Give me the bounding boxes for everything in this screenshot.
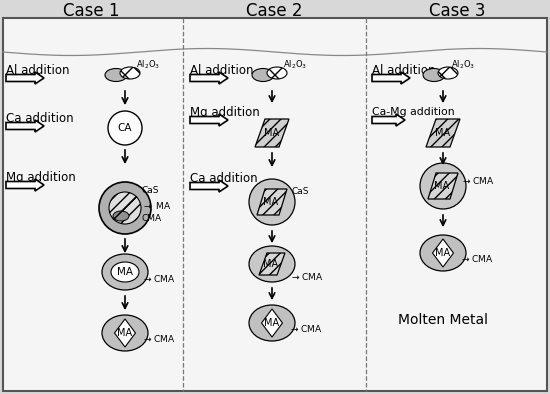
Polygon shape xyxy=(426,119,460,147)
Text: Ca addition: Ca addition xyxy=(190,171,257,184)
Text: $\rightarrow$CMA: $\rightarrow$CMA xyxy=(142,273,175,284)
Circle shape xyxy=(109,192,141,224)
Ellipse shape xyxy=(420,235,466,271)
Ellipse shape xyxy=(249,305,295,341)
Ellipse shape xyxy=(102,315,148,351)
Polygon shape xyxy=(428,173,458,199)
FancyArrow shape xyxy=(190,72,228,84)
Ellipse shape xyxy=(105,69,127,82)
Text: CaS: CaS xyxy=(292,186,310,195)
Text: Al addition: Al addition xyxy=(190,63,254,76)
Circle shape xyxy=(420,163,466,209)
Text: Al addition: Al addition xyxy=(372,63,436,76)
Text: Al$_2$O$_3$: Al$_2$O$_3$ xyxy=(136,59,160,71)
Text: Case 1: Case 1 xyxy=(63,2,119,20)
Ellipse shape xyxy=(113,211,129,221)
Text: Mg addition: Mg addition xyxy=(6,171,76,184)
Text: $\rightarrow$CMA: $\rightarrow$CMA xyxy=(289,323,322,335)
Text: Al$_2$O$_3$: Al$_2$O$_3$ xyxy=(283,59,307,71)
Circle shape xyxy=(249,179,295,225)
Ellipse shape xyxy=(249,246,295,282)
Polygon shape xyxy=(114,319,135,347)
FancyArrow shape xyxy=(6,179,44,191)
Ellipse shape xyxy=(438,67,458,79)
Ellipse shape xyxy=(120,67,140,79)
Text: MA: MA xyxy=(434,181,449,191)
Text: MA: MA xyxy=(118,328,133,338)
Text: MA: MA xyxy=(263,197,278,207)
Polygon shape xyxy=(259,253,285,275)
FancyArrow shape xyxy=(6,72,44,84)
Polygon shape xyxy=(257,189,287,215)
Polygon shape xyxy=(255,119,289,147)
Text: MA: MA xyxy=(436,128,450,138)
Ellipse shape xyxy=(102,254,148,290)
Ellipse shape xyxy=(111,262,139,282)
FancyArrow shape xyxy=(372,72,410,84)
Ellipse shape xyxy=(252,69,274,82)
Text: Mg addition: Mg addition xyxy=(190,106,260,119)
Circle shape xyxy=(108,111,142,145)
Text: MA: MA xyxy=(117,267,133,277)
Text: $\rightarrow$ MA: $\rightarrow$ MA xyxy=(142,199,172,210)
Text: Case 2: Case 2 xyxy=(246,2,302,20)
FancyArrow shape xyxy=(190,180,228,192)
Polygon shape xyxy=(261,309,283,337)
Text: Molten Metal: Molten Metal xyxy=(398,313,488,327)
Polygon shape xyxy=(432,239,454,267)
FancyArrow shape xyxy=(372,114,405,126)
Text: Ca addition: Ca addition xyxy=(6,112,74,125)
Text: $\rightarrow$CMA: $\rightarrow$CMA xyxy=(460,253,493,264)
FancyArrow shape xyxy=(190,114,228,126)
Text: Al addition: Al addition xyxy=(6,63,69,76)
Circle shape xyxy=(99,182,151,234)
Ellipse shape xyxy=(423,69,445,82)
Text: Ca-Mg addition: Ca-Mg addition xyxy=(372,107,455,117)
Text: CA: CA xyxy=(118,123,132,133)
Text: $\rightarrow$CMA: $\rightarrow$CMA xyxy=(290,271,323,281)
Text: MA: MA xyxy=(265,318,279,328)
Text: Case 3: Case 3 xyxy=(429,2,485,20)
Text: $\rightarrow$CMA: $\rightarrow$CMA xyxy=(461,175,494,186)
FancyArrow shape xyxy=(6,120,44,132)
Text: MA: MA xyxy=(436,248,450,258)
Text: $\rightarrow$CMA: $\rightarrow$CMA xyxy=(142,333,175,344)
Text: MA: MA xyxy=(263,259,278,269)
Ellipse shape xyxy=(267,67,287,79)
Text: CMA: CMA xyxy=(142,214,162,223)
Text: CaS: CaS xyxy=(142,186,160,195)
Text: MA: MA xyxy=(265,128,279,138)
Text: Al$_2$O$_3$: Al$_2$O$_3$ xyxy=(451,59,475,71)
